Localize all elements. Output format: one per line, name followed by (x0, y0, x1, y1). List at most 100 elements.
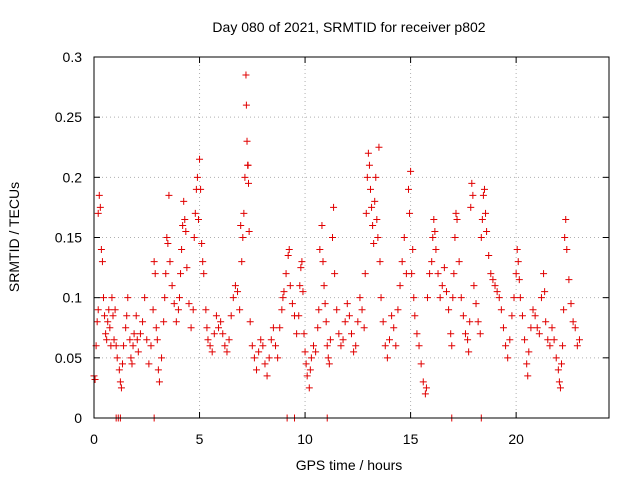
data-point (375, 143, 383, 151)
data-point (126, 336, 134, 344)
data-point (537, 294, 545, 302)
data-point (103, 336, 111, 344)
data-point (250, 354, 258, 362)
data-point (461, 330, 469, 338)
data-point (394, 306, 402, 314)
data-point (174, 306, 182, 314)
data-point (329, 234, 337, 241)
data-point (485, 252, 493, 260)
data-point (236, 306, 244, 314)
data-point (562, 215, 570, 223)
data-point (175, 294, 183, 302)
data-point (215, 324, 223, 332)
data-point (368, 203, 376, 211)
data-point (452, 209, 460, 217)
data-point (469, 191, 477, 199)
data-point (366, 185, 374, 193)
data-point (379, 318, 387, 326)
data-point (124, 294, 132, 302)
data-point (565, 276, 573, 284)
data-point (295, 312, 303, 320)
data-point (302, 360, 310, 368)
data-point (343, 300, 351, 308)
data-point (493, 288, 501, 296)
data-point (339, 336, 347, 344)
series-SRMTID (90, 71, 583, 398)
data-point (234, 288, 242, 296)
data-point (240, 209, 248, 217)
data-point (127, 354, 135, 362)
data-point (385, 336, 393, 344)
data-point (540, 270, 548, 278)
data-point (489, 276, 497, 284)
y-tick-label: 0.25 (55, 109, 82, 125)
data-point (421, 390, 429, 398)
data-point (358, 306, 366, 314)
data-point (196, 155, 204, 163)
y-tick-label: 0.15 (55, 230, 82, 246)
data-point (561, 234, 569, 241)
data-point (423, 294, 431, 302)
y-tick-label: 0.2 (63, 169, 83, 185)
data-point (165, 191, 173, 199)
data-point (319, 258, 327, 266)
data-point (571, 324, 579, 332)
data-point (555, 378, 563, 386)
data-point (478, 215, 486, 223)
data-point (457, 294, 465, 302)
data-point (143, 336, 151, 344)
data-point (335, 330, 343, 338)
data-point (153, 336, 161, 344)
data-point (200, 270, 208, 278)
data-point (419, 378, 427, 386)
data-point (276, 324, 284, 332)
data-point (320, 282, 328, 290)
data-point (242, 101, 250, 109)
data-point (244, 161, 252, 169)
data-point (544, 336, 552, 344)
data-point (432, 246, 440, 254)
data-point (112, 342, 120, 350)
data-point (541, 288, 549, 296)
data-point (480, 185, 488, 193)
y-tick-label: 0.3 (63, 49, 83, 65)
data-point (263, 372, 271, 380)
data-point (567, 300, 575, 308)
data-point (398, 258, 406, 266)
data-point (185, 300, 193, 308)
x-tick-label: 10 (297, 431, 313, 447)
data-point (128, 360, 136, 368)
data-point (312, 348, 320, 356)
data-point (491, 282, 499, 290)
data-point (238, 258, 246, 266)
data-point (558, 360, 566, 368)
data-point (285, 246, 293, 254)
data-point (190, 234, 198, 241)
data-point (365, 161, 373, 169)
data-point (331, 270, 339, 278)
data-point (400, 234, 408, 241)
data-point (381, 342, 389, 350)
data-point (531, 312, 539, 320)
data-point (310, 342, 318, 350)
data-point (376, 258, 384, 266)
data-point (110, 336, 118, 344)
data-point (506, 336, 514, 344)
data-point (542, 318, 550, 326)
data-point (158, 354, 166, 362)
data-point (434, 270, 442, 278)
data-point (451, 234, 459, 241)
data-point (552, 354, 560, 362)
data-point (242, 71, 250, 79)
data-point (97, 246, 105, 254)
data-point (286, 282, 294, 290)
data-point (299, 288, 307, 296)
data-point (323, 342, 331, 350)
data-point (147, 342, 155, 350)
data-point (518, 312, 526, 320)
data-point (160, 318, 168, 326)
data-point (369, 221, 377, 229)
data-point (524, 372, 532, 380)
data-point (150, 258, 158, 266)
data-point (495, 294, 503, 302)
